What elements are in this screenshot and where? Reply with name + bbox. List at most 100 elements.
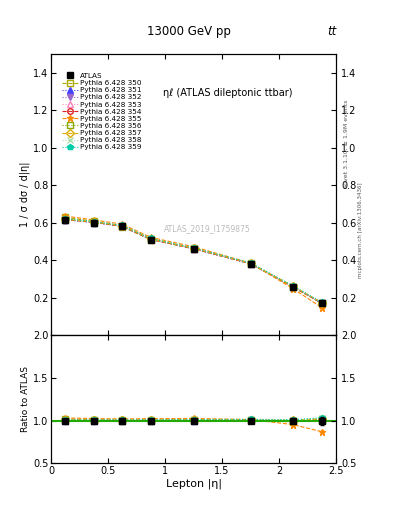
Y-axis label: 1 / σ dσ / d|η|: 1 / σ dσ / d|η| [20, 162, 30, 227]
Pythia 6.428 352 [320, 300, 324, 306]
Pythia 6.428 357 [320, 300, 324, 306]
Pythia 6.428 355 [149, 234, 153, 241]
Pythia 6.428 351 [120, 223, 125, 229]
Pythia 6.428 358 [120, 222, 125, 228]
Pythia 6.428 356 [63, 216, 68, 222]
Line: Pythia 6.428 351: Pythia 6.428 351 [62, 217, 325, 306]
Pythia 6.428 358 [248, 260, 253, 266]
Pythia 6.428 356 [149, 236, 153, 242]
Y-axis label: Ratio to ATLAS: Ratio to ATLAS [21, 367, 30, 432]
Line: Pythia 6.428 357: Pythia 6.428 357 [62, 217, 325, 306]
Pythia 6.428 353 [291, 284, 296, 290]
Pythia 6.428 350 [291, 284, 296, 290]
Pythia 6.428 356 [248, 261, 253, 267]
Pythia 6.428 350 [120, 224, 125, 230]
Text: 13000 GeV pp: 13000 GeV pp [147, 26, 231, 38]
Line: Pythia 6.428 355: Pythia 6.428 355 [62, 212, 325, 311]
Pythia 6.428 351 [63, 217, 68, 223]
Pythia 6.428 353 [248, 261, 253, 267]
Pythia 6.428 351 [149, 237, 153, 243]
Text: tt: tt [327, 26, 336, 38]
Pythia 6.428 353 [120, 223, 125, 229]
Pythia 6.428 354 [248, 261, 253, 267]
Pythia 6.428 351 [191, 246, 196, 252]
Pythia 6.428 357 [191, 245, 196, 251]
Text: ηℓ (ATLAS dileptonic ttbar): ηℓ (ATLAS dileptonic ttbar) [163, 88, 292, 98]
Pythia 6.428 354 [191, 246, 196, 252]
Pythia 6.428 355 [120, 221, 125, 227]
Pythia 6.428 358 [92, 219, 96, 225]
Legend: ATLAS, Pythia 6.428 350, Pythia 6.428 351, Pythia 6.428 352, Pythia 6.428 353, P: ATLAS, Pythia 6.428 350, Pythia 6.428 35… [61, 72, 143, 152]
Pythia 6.428 352 [291, 284, 296, 290]
Pythia 6.428 359 [291, 283, 296, 289]
Pythia 6.428 355 [63, 213, 68, 219]
Pythia 6.428 350 [320, 300, 324, 306]
Pythia 6.428 351 [320, 300, 324, 306]
Pythia 6.428 356 [191, 245, 196, 251]
Pythia 6.428 355 [291, 286, 296, 292]
Pythia 6.428 359 [63, 216, 68, 222]
Pythia 6.428 352 [191, 246, 196, 252]
Pythia 6.428 351 [291, 284, 296, 290]
Pythia 6.428 352 [248, 261, 253, 267]
Pythia 6.428 356 [120, 223, 125, 229]
Pythia 6.428 355 [320, 305, 324, 311]
Pythia 6.428 352 [149, 237, 153, 243]
Line: Pythia 6.428 356: Pythia 6.428 356 [62, 217, 325, 306]
Pythia 6.428 352 [120, 223, 125, 229]
Line: Pythia 6.428 358: Pythia 6.428 358 [62, 216, 325, 305]
Pythia 6.428 359 [92, 219, 96, 225]
Pythia 6.428 359 [248, 260, 253, 266]
Pythia 6.428 359 [320, 299, 324, 305]
Pythia 6.428 350 [149, 237, 153, 243]
Pythia 6.428 357 [291, 283, 296, 289]
Pythia 6.428 350 [92, 218, 96, 224]
Line: Pythia 6.428 354: Pythia 6.428 354 [62, 217, 325, 306]
Line: Pythia 6.428 352: Pythia 6.428 352 [62, 217, 325, 306]
Pythia 6.428 357 [248, 260, 253, 266]
Pythia 6.428 358 [320, 300, 324, 306]
Pythia 6.428 354 [320, 300, 324, 306]
Pythia 6.428 356 [320, 300, 324, 306]
Pythia 6.428 355 [191, 244, 196, 250]
Line: Pythia 6.428 359: Pythia 6.428 359 [62, 216, 325, 305]
Line: Pythia 6.428 350: Pythia 6.428 350 [62, 215, 325, 306]
Text: Rivet 3.1.10, ≥ 1.9M events: Rivet 3.1.10, ≥ 1.9M events [344, 100, 349, 187]
Pythia 6.428 354 [92, 219, 96, 225]
Pythia 6.428 350 [248, 261, 253, 267]
Pythia 6.428 353 [320, 300, 324, 306]
Pythia 6.428 350 [63, 215, 68, 221]
Pythia 6.428 357 [92, 219, 96, 225]
Pythia 6.428 357 [149, 236, 153, 242]
Pythia 6.428 355 [248, 260, 253, 266]
Pythia 6.428 353 [149, 236, 153, 242]
Pythia 6.428 354 [120, 223, 125, 229]
Pythia 6.428 354 [291, 284, 296, 290]
Pythia 6.428 353 [191, 246, 196, 252]
Pythia 6.428 354 [149, 236, 153, 242]
Text: ATLAS_2019_I1759875: ATLAS_2019_I1759875 [164, 224, 251, 233]
Pythia 6.428 353 [92, 219, 96, 225]
Pythia 6.428 352 [92, 220, 96, 226]
Pythia 6.428 352 [63, 217, 68, 223]
X-axis label: Lepton |η|: Lepton |η| [165, 479, 222, 489]
Text: mcplots.cern.ch [arXiv:1306.3436]: mcplots.cern.ch [arXiv:1306.3436] [358, 183, 363, 278]
Pythia 6.428 358 [149, 236, 153, 242]
Pythia 6.428 358 [191, 245, 196, 251]
Pythia 6.428 359 [149, 236, 153, 242]
Pythia 6.428 356 [92, 219, 96, 225]
Pythia 6.428 357 [120, 223, 125, 229]
Pythia 6.428 356 [291, 284, 296, 290]
Pythia 6.428 355 [92, 217, 96, 223]
Pythia 6.428 354 [63, 217, 68, 223]
Pythia 6.428 351 [92, 220, 96, 226]
Pythia 6.428 351 [248, 261, 253, 267]
Pythia 6.428 358 [291, 283, 296, 289]
Pythia 6.428 358 [63, 216, 68, 222]
Pythia 6.428 353 [63, 217, 68, 223]
Pythia 6.428 359 [191, 245, 196, 251]
Line: Pythia 6.428 353: Pythia 6.428 353 [62, 217, 325, 306]
Pythia 6.428 359 [120, 222, 125, 228]
Pythia 6.428 357 [63, 216, 68, 222]
Pythia 6.428 350 [191, 246, 196, 252]
